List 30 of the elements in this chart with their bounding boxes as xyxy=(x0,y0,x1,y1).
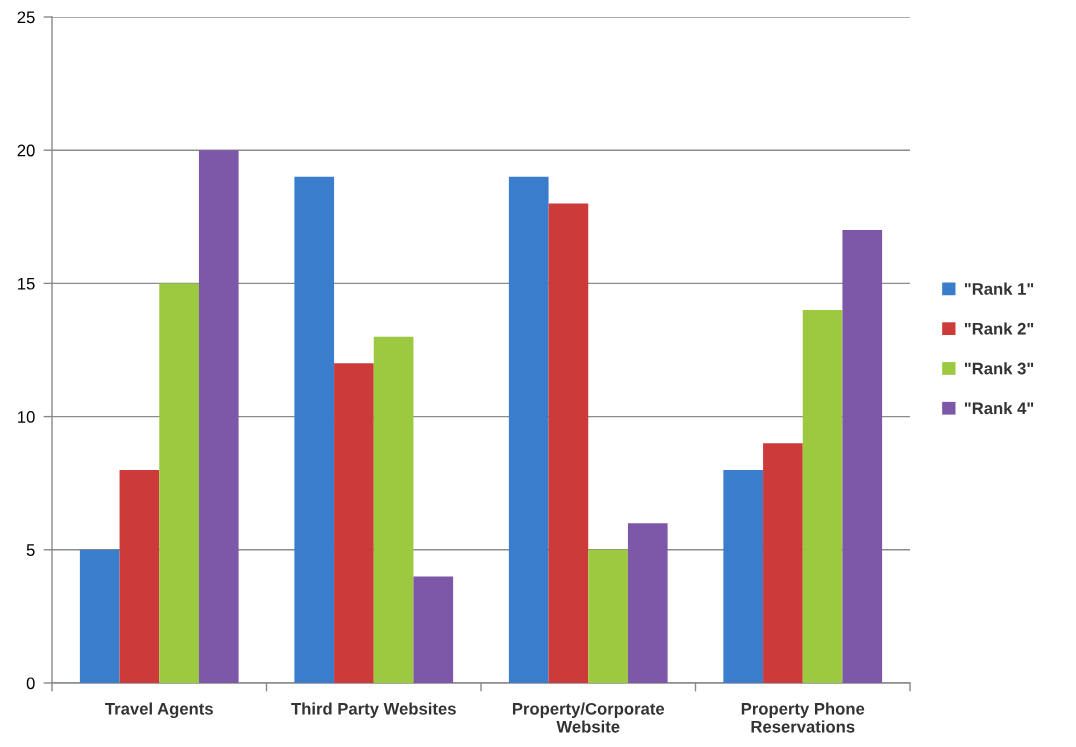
y-tick-label: 15 xyxy=(18,277,35,290)
x-tick-label: Property Phone Reservations xyxy=(741,702,865,733)
bar xyxy=(413,576,454,683)
x-tick-label: Travel Agents xyxy=(105,702,213,719)
bar xyxy=(842,230,883,683)
y-tick-label: 25 xyxy=(17,11,35,24)
y-tick-label: 10 xyxy=(18,411,35,423)
x-tick-label: Property/Corporate Website xyxy=(512,702,665,733)
bar xyxy=(802,310,843,683)
bar xyxy=(294,176,335,683)
bar xyxy=(588,549,628,683)
bar xyxy=(373,336,414,683)
y-tick-label: 20 xyxy=(17,144,35,157)
bar xyxy=(119,469,160,683)
bar xyxy=(159,283,199,683)
bar xyxy=(79,549,120,683)
legend-label: "Rank 3" xyxy=(964,362,1034,375)
x-tick-label: Third Party Websites xyxy=(291,702,456,718)
y-tick-label: 5 xyxy=(26,544,35,556)
bar xyxy=(763,443,803,683)
bar xyxy=(334,363,374,683)
legend-label: "Rank 2" xyxy=(964,322,1034,335)
bar xyxy=(198,150,239,683)
legend-label: "Rank 1" xyxy=(964,282,1034,295)
legend-label: "Rank 4" xyxy=(964,401,1034,415)
bar xyxy=(723,469,764,683)
y-tick-label: 0 xyxy=(26,677,35,690)
bar xyxy=(548,203,589,683)
bar xyxy=(508,176,549,683)
bar xyxy=(627,523,668,683)
